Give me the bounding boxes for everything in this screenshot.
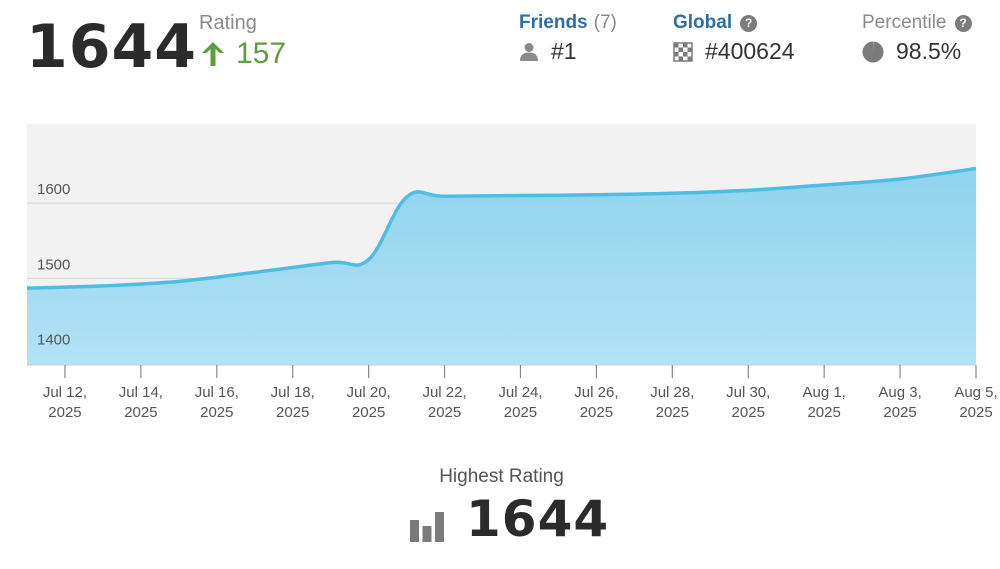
x-tick-label: Aug 1,: [802, 384, 845, 401]
friends-link[interactable]: Friends: [519, 12, 588, 33]
x-tick-label: Jul 28,: [650, 384, 694, 401]
x-tick-label: Jul 26,: [574, 384, 618, 401]
x-tick-label: Jul 24,: [498, 384, 542, 401]
x-tick-label-year: 2025: [428, 404, 461, 421]
person-icon: [520, 42, 538, 61]
x-tick-label-year: 2025: [807, 404, 840, 421]
highest-rating-value: 1644: [466, 490, 610, 548]
y-tick-label: 1500: [37, 256, 70, 273]
checkerboard-icon: [673, 41, 693, 62]
y-tick-label: 1600: [37, 181, 70, 198]
percentile-label: Percentile: [862, 12, 947, 33]
x-tick-label-year: 2025: [276, 404, 309, 421]
x-tick-label-year: 2025: [580, 404, 613, 421]
x-tick-label: Jul 18,: [271, 384, 315, 401]
rating-change-value: 157: [236, 37, 287, 70]
rating-label: Rating: [199, 12, 257, 34]
pie-icon: [862, 41, 884, 62]
x-tick-label: Jul 12,: [43, 384, 87, 401]
x-tick-label: Jul 30,: [726, 384, 770, 401]
percentile-help-icon[interactable]: ?: [954, 14, 972, 32]
series-rating-area: [27, 168, 976, 365]
series-rating-line: [26, 166, 977, 290]
x-tick-label-year: 2025: [883, 404, 916, 421]
global-help-icon[interactable]: ?: [740, 14, 758, 32]
x-tick-label-year: 2025: [656, 404, 689, 421]
highest-rating: 1644: [410, 490, 609, 548]
y-tick-label: 1400: [37, 332, 70, 349]
x-tick-label-year: 2025: [124, 404, 157, 421]
global-link[interactable]: Global: [673, 12, 733, 33]
x-tick-label-year: 2025: [959, 404, 992, 421]
x-tick-label-year: 2025: [504, 404, 537, 421]
x-tick-label: Jul 14,: [119, 384, 163, 401]
friends-count: (7): [593, 12, 617, 33]
percentile-stat: Percentile ? 98.5%: [862, 12, 972, 65]
x-tick-label-year: 2025: [200, 404, 233, 421]
percentile-value: 98.5%: [896, 38, 962, 64]
x-tick-label: Jul 22,: [422, 384, 466, 401]
current-rating: 1644: [26, 12, 197, 82]
friends-stat: Friends (7) #1: [519, 12, 617, 65]
x-tick-label-year: 2025: [48, 404, 81, 421]
rating-history-chart: 1400 1500 1600 Jul 12, 2025 Jul 14, 2025 Jul 16…: [0, 120, 1000, 430]
x-tick-label-year: 2025: [352, 404, 385, 421]
x-tick-label: Jul 16,: [195, 384, 239, 401]
arrow-up-icon: [202, 42, 224, 66]
bar-chart-icon: [410, 512, 444, 542]
friends-rank: #1: [551, 38, 577, 64]
rating-chart-svg: 1400 1500 1600 Jul 12, 2025 Jul 14, 2025 Jul 16…: [26, 124, 998, 421]
rating-change: 157: [200, 37, 286, 71]
global-rank: #400624: [705, 38, 795, 64]
global-stat: Global ? #400624: [673, 12, 795, 65]
x-tick-label: Aug 3,: [878, 384, 921, 401]
highest-rating-label: Highest Rating: [439, 466, 564, 487]
x-tick-label: Aug 5,: [954, 384, 997, 401]
x-tick-label-year: 2025: [732, 404, 765, 421]
x-tick-label: Jul 20,: [347, 384, 391, 401]
